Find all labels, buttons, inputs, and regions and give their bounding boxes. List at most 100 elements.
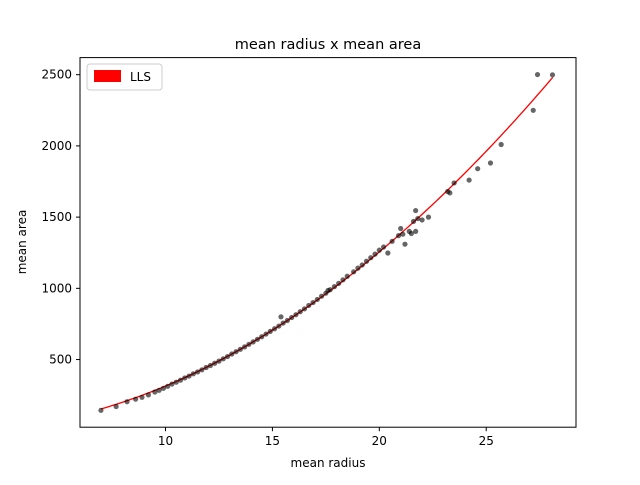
data-point: [344, 273, 350, 279]
data-point: [186, 373, 192, 379]
x-axis-label: mean radius: [291, 456, 366, 470]
data-point: [237, 346, 243, 352]
data-point: [139, 394, 145, 400]
data-point: [145, 392, 152, 398]
data-point: [398, 225, 404, 232]
y-tick-label: 1000: [41, 281, 72, 295]
data-point: [413, 207, 419, 214]
data-point: [351, 269, 357, 275]
data-point: [250, 339, 256, 345]
data-point: [278, 314, 284, 320]
data-point: [413, 228, 419, 234]
data-point: [212, 360, 218, 366]
data-point: [359, 262, 365, 268]
data-point: [276, 323, 282, 329]
data-point: [389, 238, 395, 244]
data-point: [203, 364, 209, 371]
data-point: [242, 344, 248, 350]
data-point: [165, 383, 171, 389]
data-point: [284, 317, 290, 324]
data-point: [173, 379, 179, 385]
data-point: [380, 244, 387, 250]
data-point: [156, 387, 162, 393]
data-point: [220, 356, 226, 362]
data-point: [534, 71, 541, 78]
data-point: [194, 369, 201, 375]
data-point: [400, 231, 406, 237]
data-point: [254, 336, 261, 342]
y-tick-label: 500: [49, 353, 72, 367]
data-point: [355, 265, 361, 271]
data-point: [246, 341, 252, 347]
data-point: [207, 362, 214, 369]
y-tick-label: 2500: [41, 68, 72, 82]
plot-frame: [79, 57, 577, 428]
data-point: [124, 399, 130, 405]
data-point: [199, 367, 205, 373]
data-point: [419, 217, 425, 223]
data-point: [177, 377, 184, 383]
x-tick-label: 20: [372, 434, 387, 448]
data-point: [340, 277, 346, 283]
data-point: [113, 403, 119, 410]
data-point: [267, 328, 273, 334]
data-point: [169, 381, 175, 387]
data-point: [410, 218, 417, 224]
data-point: [233, 349, 239, 355]
data-point: [280, 320, 286, 326]
data-point: [289, 314, 295, 321]
data-point: [475, 166, 481, 172]
x-tick-label: 15: [265, 434, 280, 448]
data-point: [310, 299, 316, 306]
data-point: [182, 375, 188, 381]
data-point: [395, 233, 402, 239]
y-axis-label: mean area: [15, 210, 29, 275]
data-point: [530, 107, 536, 113]
data-point: [297, 309, 303, 315]
chart-title: mean radius x mean area: [235, 37, 421, 53]
x-tick-label: 25: [479, 434, 494, 448]
data-point: [336, 280, 342, 286]
data-point: [271, 326, 278, 332]
data-point: [402, 241, 408, 247]
y-tick-label: 2000: [41, 139, 72, 153]
data-point: [132, 396, 139, 402]
data-point: [216, 358, 222, 364]
legend-swatch: [94, 70, 121, 82]
data-point: [301, 306, 308, 312]
plot-area: [98, 71, 556, 413]
y-tick-label: 1500: [41, 210, 72, 224]
data-point: [314, 296, 320, 303]
data-point: [327, 287, 333, 293]
data-point: [451, 180, 457, 186]
legend-label: LLS: [130, 70, 151, 84]
data-point: [306, 302, 312, 309]
data-point: [385, 250, 391, 256]
scatter-points: [98, 71, 556, 413]
data-point: [224, 353, 231, 360]
data-point: [318, 293, 325, 299]
data-point: [368, 255, 374, 261]
data-point: [425, 214, 432, 220]
data-point: [372, 251, 378, 257]
data-point: [415, 215, 421, 222]
y-axis-ticks: 500 1000 1500 2000 2500: [41, 68, 80, 367]
x-tick-label: 10: [158, 434, 173, 448]
data-point: [363, 258, 370, 264]
data-point: [152, 389, 158, 395]
data-point: [408, 230, 414, 237]
data-point: [229, 351, 235, 357]
x-axis-ticks: 10 15 20 25: [158, 427, 494, 448]
data-point: [487, 160, 494, 166]
data-point: [466, 177, 472, 183]
data-point: [549, 72, 556, 78]
data-point: [259, 334, 265, 340]
data-point: [263, 331, 269, 337]
data-point: [293, 312, 299, 318]
data-point: [98, 407, 104, 413]
data-point: [376, 247, 382, 253]
data-point: [160, 385, 166, 391]
data-point: [331, 284, 338, 290]
data-point: [447, 190, 453, 196]
